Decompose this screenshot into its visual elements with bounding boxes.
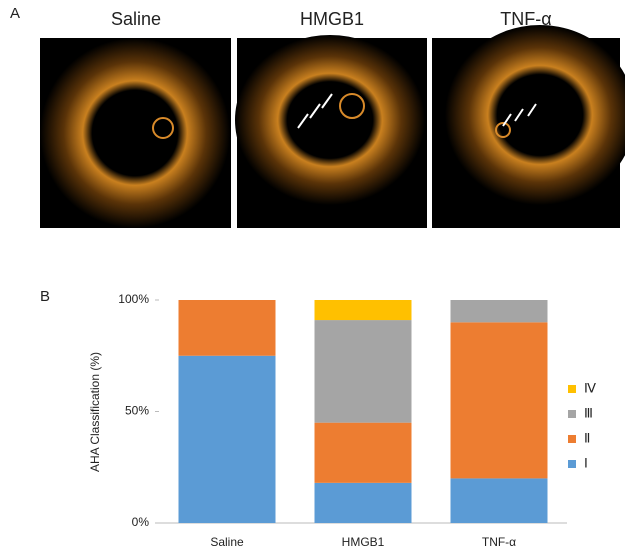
panel-label: A bbox=[10, 5, 20, 22]
panel-label: B bbox=[40, 288, 50, 305]
legend-label: Ⅱ bbox=[584, 430, 590, 445]
x-tick-label: HMGB1 bbox=[342, 535, 385, 549]
image-title: HMGB1 bbox=[300, 9, 364, 29]
x-tick-label: TNF-α bbox=[482, 535, 516, 549]
bar-segment bbox=[178, 355, 276, 523]
oct-image bbox=[40, 38, 231, 228]
x-tick-label: Saline bbox=[210, 535, 244, 549]
image-title: TNF-α bbox=[500, 9, 551, 29]
y-tick-label: 100% bbox=[118, 292, 149, 306]
legend-swatch bbox=[568, 435, 576, 443]
y-tick-label: 0% bbox=[132, 515, 150, 529]
image-title: Saline bbox=[111, 9, 161, 29]
bar-segment bbox=[314, 300, 412, 321]
legend-swatch bbox=[568, 385, 576, 393]
legend-swatch bbox=[568, 410, 576, 418]
bar-segment bbox=[314, 482, 412, 523]
bar-segment bbox=[450, 478, 548, 523]
bar-segment bbox=[314, 320, 412, 423]
bar-segment bbox=[314, 422, 412, 483]
y-axis-title: AHA Classification (%) bbox=[88, 352, 102, 472]
bar-segment bbox=[450, 322, 548, 479]
legend-label: Ⅳ bbox=[584, 380, 596, 395]
legend-swatch bbox=[568, 460, 576, 468]
legend-label: Ⅲ bbox=[584, 405, 593, 420]
y-tick-label: 50% bbox=[125, 404, 149, 418]
bar-segment bbox=[178, 300, 276, 356]
oct-image bbox=[432, 25, 625, 228]
legend-label: Ⅰ bbox=[584, 455, 588, 470]
oct-image bbox=[235, 35, 427, 228]
bar-segment bbox=[450, 300, 548, 323]
